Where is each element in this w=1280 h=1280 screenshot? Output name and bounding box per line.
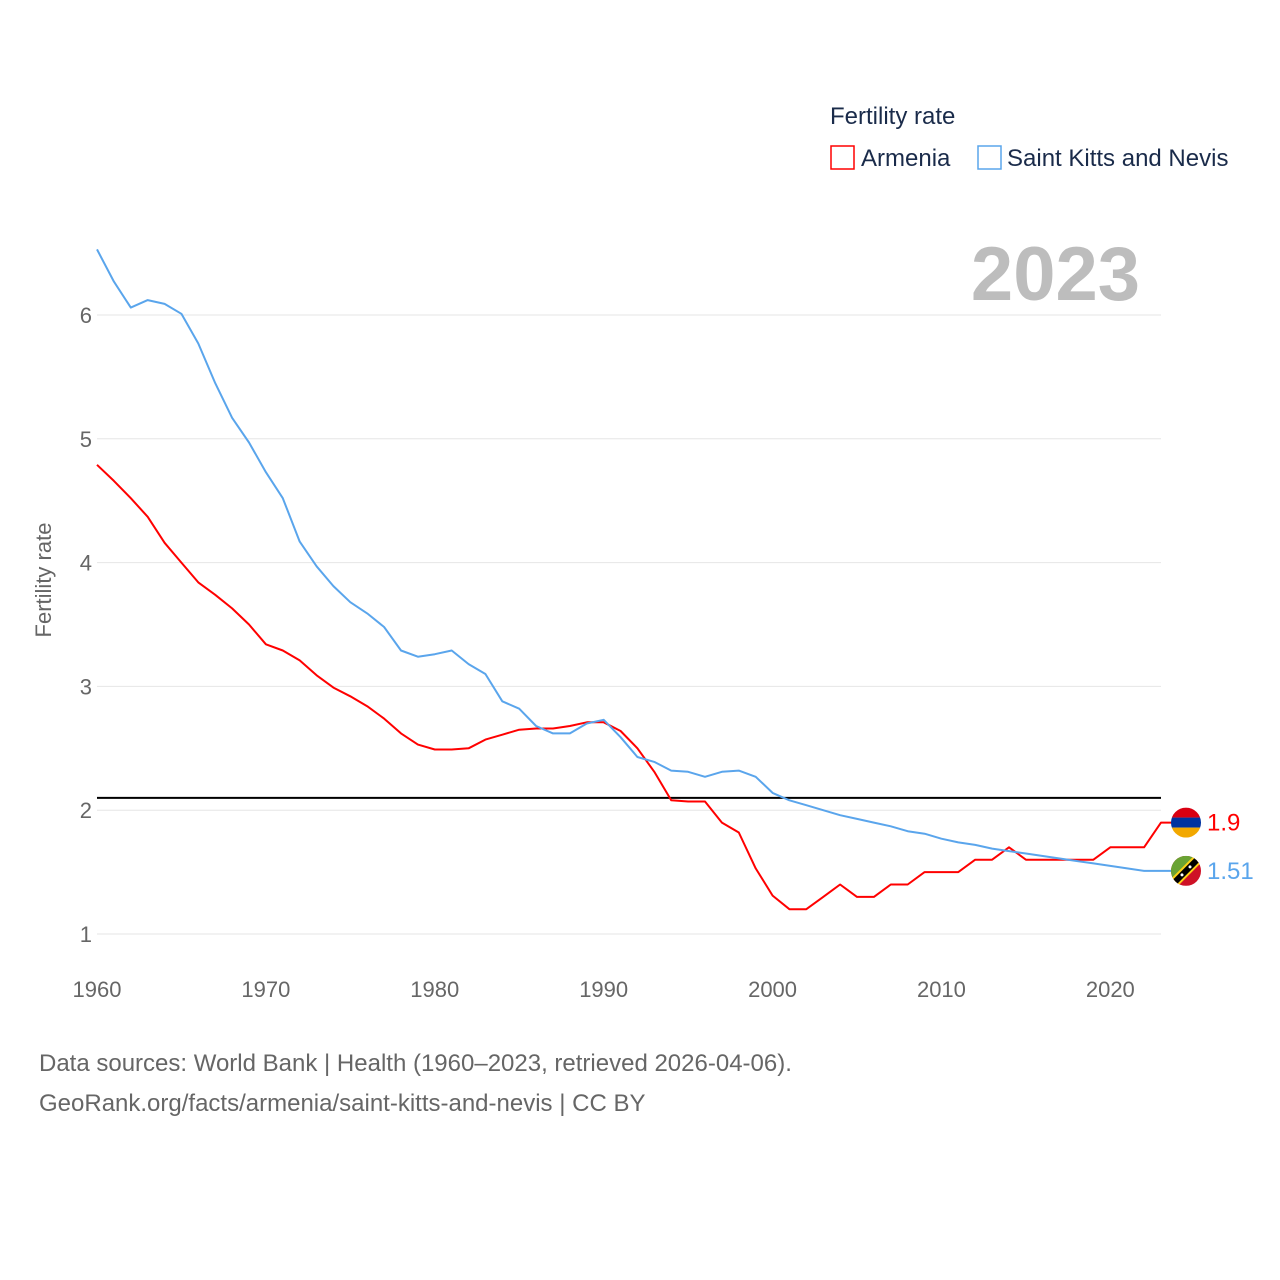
x-tick-label: 1960 [73,977,122,1002]
flag-stripe-blue [1171,817,1201,828]
x-tick-label: 1970 [241,977,290,1002]
y-tick-label: 4 [80,551,92,576]
flag-star [1188,865,1192,869]
legend-label: Armenia [861,145,951,172]
series-line-saint-kitts-and-nevis [96,248,1173,872]
flag-black-band [1171,855,1201,886]
x-tick-label: 2000 [748,977,797,1002]
legend-label: Saint Kitts and Nevis [1007,145,1228,172]
saint-kitts-and-nevis-flag-icon [1171,855,1201,886]
series-lines [96,248,1173,911]
x-axis-ticks: 1960 1970 1980 1990 2000 2010 2020 [73,977,1135,1002]
y-axis-label: Fertility rate [31,523,56,638]
flag-stripe-red [1171,807,1201,818]
y-axis-ticks: 1 2 3 4 5 6 [80,303,92,947]
y-tick-label: 1 [80,922,92,947]
y-tick-label: 5 [80,427,92,452]
flag-stripes [1171,807,1201,838]
flag-stripe-orange [1171,827,1201,838]
grid-lines [97,314,1161,935]
end-labels: 1.9 1.51 [1171,807,1254,886]
legend: Fertility rate Armenia Saint Kitts and N… [830,103,1228,172]
source-line-1: Data sources: World Bank | Health (1960–… [39,1050,792,1077]
armenia-flag-icon [1171,807,1201,838]
legend-swatch [977,145,1002,170]
series-line-armenia [96,464,1173,911]
legend-title: Fertility rate [830,103,955,130]
x-tick-label: 2010 [917,977,966,1002]
end-value-label: 1.51 [1207,858,1254,885]
legend-item-armenia[interactable]: Armenia [830,145,951,172]
flag-stripes [1171,855,1201,886]
legend-swatch [830,145,855,170]
x-tick-label: 2020 [1086,977,1135,1002]
legend-item-saint-kitts-and-nevis[interactable]: Saint Kitts and Nevis [977,145,1228,172]
x-tick-label: 1990 [579,977,628,1002]
year-label: 2023 [971,232,1140,317]
flag-star [1180,873,1184,877]
source-line-2[interactable]: GeoRank.org/facts/armenia/saint-kitts-an… [39,1090,646,1117]
y-tick-label: 2 [80,798,92,823]
y-tick-label: 3 [80,674,92,699]
y-tick-label: 6 [80,303,92,328]
x-tick-label: 1980 [410,977,459,1002]
source-note: Data sources: World Bank | Health (1960–… [39,1044,792,1124]
end-value-label: 1.9 [1207,810,1240,837]
